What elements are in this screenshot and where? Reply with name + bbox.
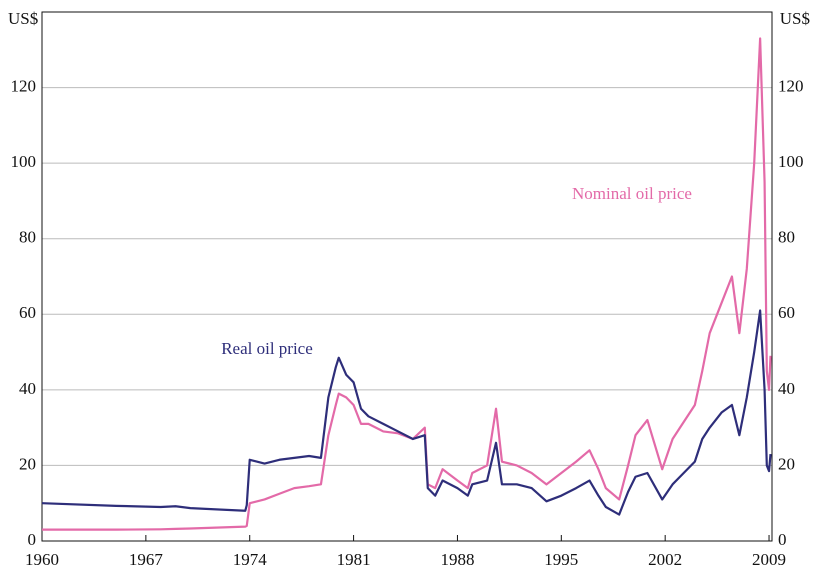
y2-axis-label: US$ — [780, 9, 810, 28]
y-tick-label: 40 — [19, 379, 36, 398]
x-tick-label: 1960 — [25, 550, 59, 569]
x-tick-label: 1988 — [440, 550, 474, 569]
series-annotation: Real oil price — [221, 339, 313, 358]
x-tick-label: 2009 — [752, 550, 786, 569]
y2-tick-label: 0 — [778, 530, 787, 549]
series-line — [41, 309, 772, 516]
y-tick-label: 0 — [28, 530, 37, 549]
y-tick-label: 60 — [19, 303, 36, 322]
y-axis-label: US$ — [8, 9, 38, 28]
x-tick-label: 1967 — [129, 550, 164, 569]
x-tick-label: 1981 — [337, 550, 371, 569]
x-tick-label: 1995 — [544, 550, 578, 569]
y-tick-label: 100 — [11, 152, 37, 171]
y-tick-label: 20 — [19, 454, 36, 473]
x-tick-label: 1974 — [233, 550, 268, 569]
y2-tick-label: 80 — [778, 228, 795, 247]
x-tick-label: 2002 — [648, 550, 682, 569]
plot-frame — [41, 11, 773, 542]
y-tick-label: 120 — [11, 76, 37, 95]
y2-tick-label: 40 — [778, 379, 795, 398]
y2-tick-label: 60 — [778, 303, 795, 322]
y2-tick-label: 120 — [778, 76, 804, 95]
series-annotation: Nominal oil price — [572, 184, 692, 203]
y2-tick-label: 100 — [778, 152, 804, 171]
y2-tick-label: 20 — [778, 454, 795, 473]
y-tick-label: 80 — [19, 228, 36, 247]
series-line — [42, 37, 772, 531]
